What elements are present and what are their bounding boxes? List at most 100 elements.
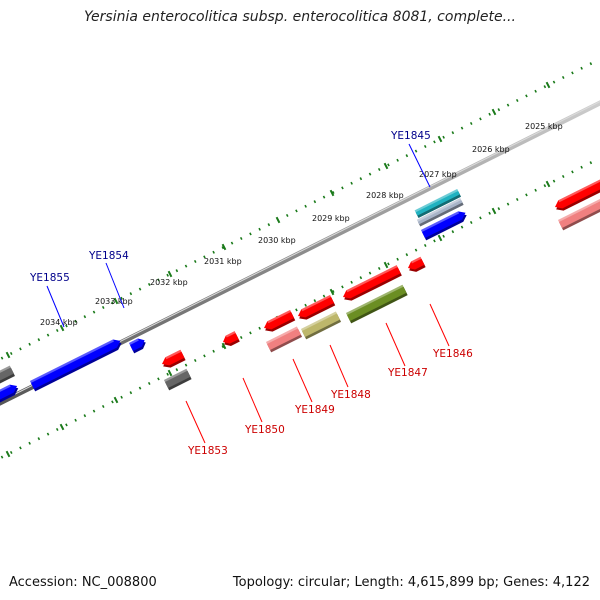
gene-label[interactable]: YE1845	[390, 130, 431, 142]
gene-ye1849-red	[264, 309, 296, 332]
minor-tick	[322, 294, 326, 298]
minor-tick	[129, 292, 133, 296]
minor-tick	[212, 349, 215, 353]
minor-tick	[175, 368, 179, 372]
minor-tick	[249, 331, 252, 335]
minor-tick	[423, 144, 427, 149]
major-tick	[167, 270, 173, 278]
minor-tick	[166, 372, 169, 376]
major-tick	[383, 261, 389, 269]
minor-tick	[92, 409, 96, 413]
major-tick	[329, 288, 335, 296]
gene-pink-right	[557, 198, 600, 231]
minor-tick	[55, 328, 59, 333]
minor-tick	[304, 204, 307, 208]
minor-tick	[589, 161, 593, 165]
gene-ye1854	[128, 338, 146, 354]
gene-label[interactable]: YE1853	[187, 445, 228, 457]
minor-tick	[479, 117, 482, 121]
minor-tick	[19, 347, 22, 351]
minor-tick	[111, 301, 114, 305]
gene-label-leader	[408, 143, 431, 188]
minor-tick	[506, 202, 510, 206]
minor-tick	[157, 377, 160, 381]
minor-tick	[515, 98, 519, 103]
major-tick	[437, 135, 443, 143]
gene-label[interactable]: YE1847	[387, 367, 428, 379]
map-title: Yersinia enterocolitica subsp. enterocol…	[84, 9, 516, 25]
gene-label-leader	[105, 262, 125, 309]
minor-tick	[193, 358, 197, 363]
minor-tick	[580, 66, 583, 70]
gene-ye1847-red	[343, 265, 402, 301]
minor-tick	[442, 234, 445, 238]
tick-label: 2026 kbp	[472, 145, 510, 154]
minor-tick	[525, 193, 528, 197]
minor-tick	[101, 305, 105, 310]
minor-tick	[74, 319, 77, 323]
minor-tick	[331, 289, 335, 294]
minor-tick	[497, 207, 501, 211]
minor-tick	[0, 455, 4, 459]
gene-label[interactable]: YE1848	[330, 389, 371, 401]
minor-tick	[258, 227, 261, 231]
minor-tick	[543, 184, 547, 188]
minor-tick	[19, 446, 22, 450]
major-tick	[545, 180, 551, 188]
gene-label[interactable]: YE1854	[88, 250, 129, 262]
minor-tick	[442, 135, 445, 139]
minor-tick	[37, 437, 41, 441]
gene-ye1855	[29, 339, 122, 392]
minor-tick	[341, 186, 344, 190]
genome-summary-text: Topology: circular; Length: 4,615,899 bp…	[232, 575, 590, 590]
minor-tick	[9, 351, 13, 356]
minor-tick	[120, 296, 123, 300]
minor-tick	[506, 103, 510, 107]
tick-label: 2031 kbp	[204, 257, 242, 266]
minor-tick	[488, 211, 491, 215]
minor-tick	[138, 287, 142, 291]
major-tick	[221, 243, 227, 251]
gene-label[interactable]: YE1846	[432, 348, 473, 360]
minor-tick	[396, 257, 399, 261]
minor-tick	[387, 163, 390, 167]
minor-tick	[83, 315, 87, 319]
gene-ye1845-cyan	[414, 189, 462, 219]
minor-tick	[239, 335, 243, 340]
gene-label-leader	[185, 400, 206, 444]
major-tick	[221, 342, 227, 350]
minor-tick	[359, 276, 363, 280]
gene-label[interactable]: YE1850	[244, 424, 285, 436]
tick-label: 2025 kbp	[525, 122, 563, 131]
gene-ye1846	[408, 256, 426, 272]
gene-label-leader	[242, 377, 263, 423]
minor-tick	[377, 266, 381, 271]
minor-tick	[589, 62, 593, 66]
minor-tick	[414, 248, 418, 252]
minor-tick	[534, 188, 537, 192]
minor-tick	[368, 172, 372, 176]
gene-label-leader	[385, 322, 406, 367]
minor-tick	[433, 140, 436, 144]
minor-tick	[322, 195, 326, 199]
minor-tick	[331, 190, 335, 195]
minor-tick	[387, 262, 390, 266]
gene-ye1845-grey	[416, 198, 464, 227]
major-tick	[5, 450, 11, 458]
gene-label[interactable]: YE1849	[294, 404, 335, 416]
gene-blue-2027	[420, 211, 467, 241]
minor-tick	[184, 363, 188, 367]
gene-label-leader	[329, 344, 349, 388]
minor-tick	[571, 170, 574, 174]
tick-label: 2034 kbp	[40, 318, 78, 327]
minor-tick	[479, 216, 482, 220]
major-tick	[275, 216, 281, 224]
minor-tick	[249, 232, 252, 236]
minor-tick	[313, 200, 317, 204]
minor-tick	[488, 112, 491, 116]
major-tick	[59, 324, 65, 332]
minor-tick	[405, 253, 409, 257]
tick-label: 2033 kbp	[95, 297, 133, 306]
gene-label[interactable]: YE1855	[29, 272, 70, 284]
